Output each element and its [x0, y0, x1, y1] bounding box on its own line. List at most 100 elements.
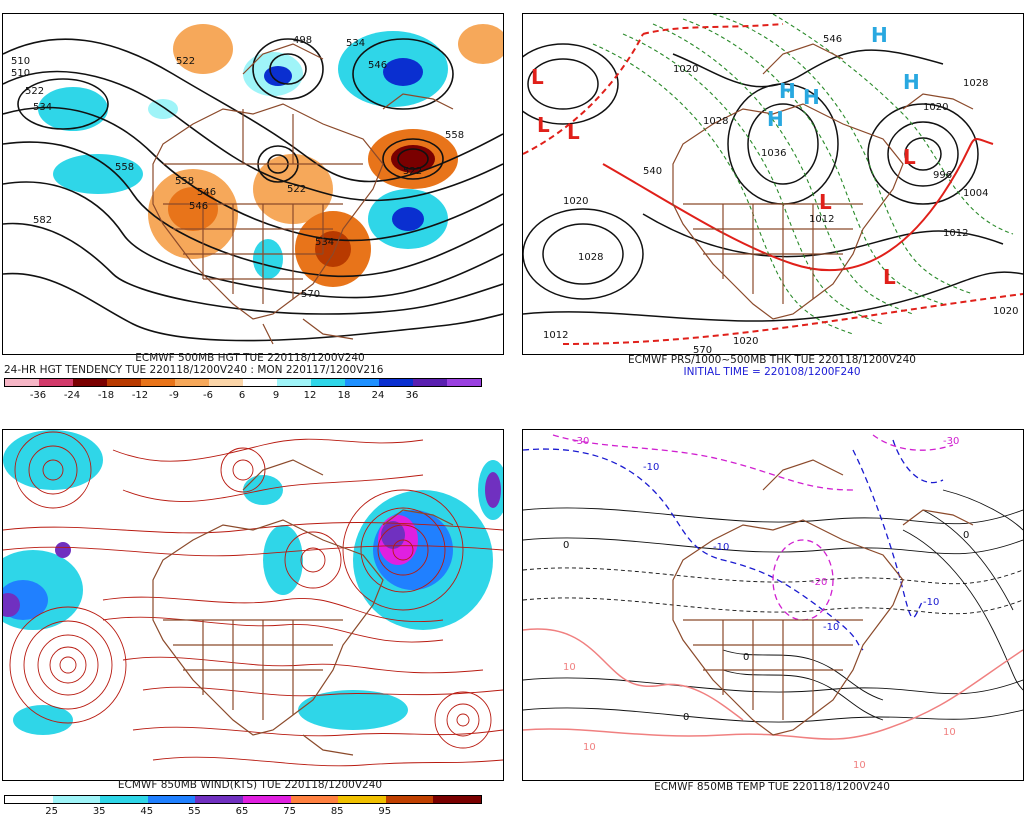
temp-contours-black [523, 489, 1023, 723]
colorbar-tick-label: -12 [131, 390, 149, 401]
colorbar-tick-label: 25 [45, 806, 58, 817]
colorbar-tick-label: 24 [371, 390, 385, 401]
map-850mb-wind [2, 429, 504, 781]
colorbar-tick-label: -9 [169, 390, 179, 401]
isobar-label: 1028 [578, 252, 603, 263]
panel-850mb-temp: -30 -30 -20 -10 -10 -10 -10 0 0 0 0 10 1… [512, 410, 1024, 819]
colorbar-tick-label: 12 [303, 390, 317, 401]
wind-speed-colorbar-ticks: 25 35 45 55 65 75 85 95 [4, 806, 480, 818]
isobar-label: 1012 [809, 214, 834, 225]
colorbar-swatch [433, 796, 481, 803]
panel-pressure-thickness: L L L L L L H H H H H 1020 1028 1012 102… [512, 0, 1024, 410]
isobar-label: 1020 [993, 306, 1018, 317]
thickness-label: 570 [693, 345, 712, 354]
colorbar-swatch [243, 379, 277, 386]
colorbar-swatch [5, 796, 53, 803]
contour-label: 534 [315, 237, 334, 248]
isobar-label: 1020 [923, 102, 948, 113]
panel-4-title: ECMWF 850MB TEMP TUE 220118/1200V240 [654, 781, 890, 793]
panel-500mb-height: 510 510 522 534 498 522 534 546 558 546 … [0, 0, 512, 410]
contour-label: 558 [175, 176, 194, 187]
temp-label: -10 [713, 542, 729, 553]
colorbar-swatch [242, 796, 291, 803]
map-500mb-height: 510 510 522 534 498 522 534 546 558 546 … [2, 13, 504, 355]
colorbar-tick-label: 18 [337, 390, 351, 401]
temp-label: -30 [943, 436, 959, 447]
contour-label: 522 [403, 166, 422, 177]
pressure-system-symbols: L L L L L L H H H H H [531, 23, 920, 289]
wind-speed-shading [3, 430, 503, 735]
height-tendency-colorbar [4, 378, 482, 387]
contour-label: 510 [11, 56, 30, 67]
colorbar-tick-label: 95 [378, 806, 392, 817]
colorbar-swatch [277, 379, 311, 386]
high-pressure-symbol: H [779, 79, 796, 103]
colorbar-swatch [379, 379, 413, 386]
colorbar-swatch [141, 379, 175, 386]
isobar-label: 1036 [761, 148, 786, 159]
contour-label: 570 [301, 289, 320, 300]
thickness-red-contours [523, 23, 1023, 345]
colorbar-tick-label: 85 [330, 806, 344, 817]
colorbar-swatch [413, 379, 447, 386]
colorbar-tick-label: -6 [203, 390, 213, 401]
colorbar-swatch [311, 379, 345, 386]
contour-label: 546 [197, 187, 216, 198]
colorbar-swatch [5, 379, 39, 386]
thickness-label: 540 [643, 166, 662, 177]
contour-label: 522 [25, 86, 44, 97]
map-pressure-thickness: L L L L L L H H H H H 1020 1028 1012 102… [522, 13, 1024, 355]
contour-label: 498 [293, 35, 312, 46]
temp-label: 0 [683, 712, 689, 723]
contour-label: 510 [11, 68, 30, 79]
temp-label: -10 [823, 622, 839, 633]
isobars [523, 43, 1023, 322]
temp-label: 10 [943, 727, 956, 738]
isobar-label: 1020 [673, 64, 698, 75]
isobar-label: 1012 [943, 228, 968, 239]
colorbar-tick-label: 35 [92, 806, 106, 817]
temp-labels: -30 -30 -20 -10 -10 -10 -10 0 0 0 0 10 1… [563, 436, 969, 771]
isobar-label: 1012 [543, 330, 568, 341]
colorbar-tick-label: 65 [235, 806, 249, 817]
colorbar-swatch [107, 379, 141, 386]
panel-850mb-wind: ECMWF 850MB WIND(KTS) TUE 220118/1200V24… [0, 410, 512, 819]
pressure-labels: 1020 1028 1012 1020 1028 1036 996 1004 1… [543, 34, 1018, 354]
high-pressure-symbol: H [903, 70, 920, 94]
colorbar-swatch [290, 796, 339, 803]
contour-label: 522 [176, 56, 195, 67]
low-pressure-symbol: L [537, 113, 550, 137]
contour-label: 522 [287, 184, 306, 195]
temp-label: 0 [963, 530, 969, 541]
thickness-solid-red [602, 138, 994, 272]
streamlines [3, 431, 503, 767]
colorbar-swatch [385, 796, 434, 803]
colorbar-swatch [147, 796, 196, 803]
colorbar-tick-label: 9 [272, 390, 280, 401]
contour-label: 534 [33, 102, 52, 113]
panel-1-subtitle: 24-HR HGT TENDENCY TUE 220118/1200V240 :… [4, 364, 384, 376]
temp-label: -20 [811, 577, 827, 588]
map-850mb-temp: -30 -30 -20 -10 -10 -10 -10 0 0 0 0 10 1… [522, 429, 1024, 781]
contour-labels: 510 510 522 534 498 522 534 546 558 546 … [11, 35, 464, 300]
contour-label: 558 [115, 162, 134, 173]
map-boundaries [152, 459, 454, 756]
contour-label: 558 [445, 130, 464, 141]
panel-2-initial-time: INITIAL TIME = 220108/1200F240 [683, 366, 861, 378]
low-pressure-symbol: L [903, 145, 916, 169]
high-pressure-symbol: H [767, 107, 784, 131]
map-boundaries [672, 43, 974, 320]
contour-label: 546 [368, 60, 387, 71]
panel-3-title: ECMWF 850MB WIND(KTS) TUE 220118/1200V24… [117, 779, 383, 791]
isobar-label: 1028 [963, 78, 988, 89]
low-pressure-symbol: L [883, 265, 896, 289]
colorbar-tick-label: 36 [405, 390, 419, 401]
colorbar-tick-label: 6 [238, 390, 246, 401]
height-tendency-colorbar-ticks: -36 -24 -18 -12 -9 -6 6 9 12 18 24 36 [4, 390, 480, 402]
colorbar-swatch [195, 796, 243, 803]
map-boundaries [672, 459, 974, 736]
colorbar-swatch [338, 796, 386, 803]
panel-1-title: ECMWF 500MB HGT TUE 220118/1200V240 [135, 352, 365, 364]
high-pressure-symbol: H [803, 85, 820, 109]
temp-label: -30 [573, 436, 589, 447]
